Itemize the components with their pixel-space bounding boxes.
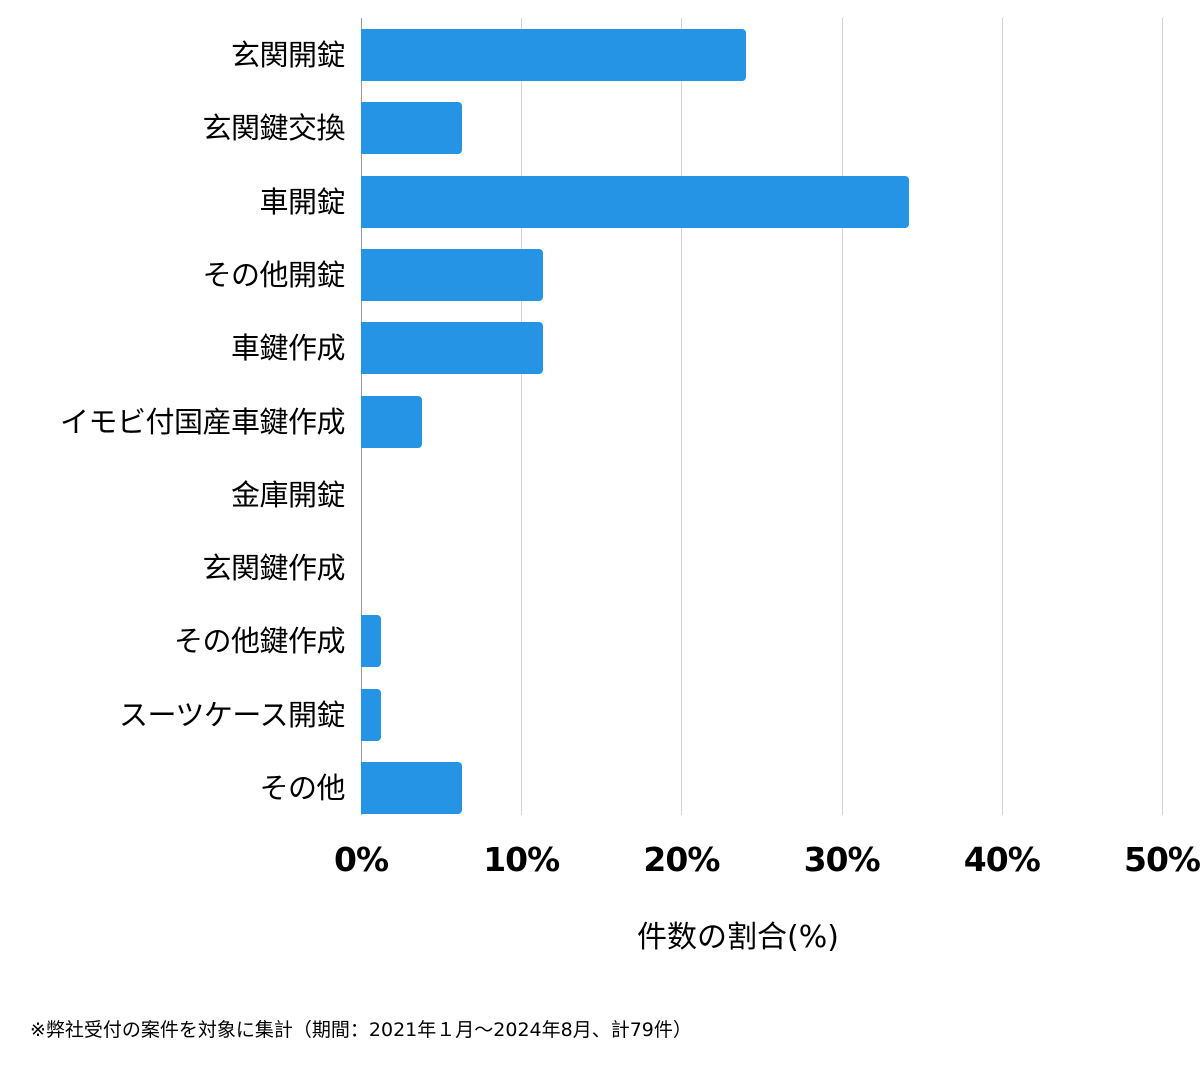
gridline — [1001, 18, 1003, 815]
x-tick-label: 10% — [483, 840, 560, 879]
bar — [361, 322, 544, 375]
category-label: 玄関鍵交換 — [202, 111, 345, 146]
footnote: ※弊社受付の案件を対象に集計（期間：2021年１月〜2024年8月、計79件） — [30, 1019, 692, 1041]
x-tick-label: 0% — [333, 840, 389, 879]
category-label: 車鍵作成 — [230, 331, 346, 366]
bar — [361, 762, 463, 814]
x-tick-label: 30% — [803, 840, 881, 879]
gridline — [1162, 18, 1163, 815]
gridline — [681, 18, 683, 815]
category-label: 玄関開錠 — [230, 38, 346, 72]
gridline — [841, 18, 843, 815]
category-label: その他開錠 — [202, 257, 345, 292]
bar — [361, 688, 382, 741]
bar — [361, 29, 747, 81]
x-tick-label: 20% — [643, 840, 720, 879]
category-label: その他鍵作成 — [173, 624, 346, 659]
gridline — [521, 18, 523, 815]
bar — [361, 248, 544, 301]
category-label: 玄関鍵作成 — [202, 551, 345, 586]
bar — [361, 175, 909, 228]
x-tick-label: 40% — [963, 840, 1041, 879]
bar — [361, 615, 382, 668]
bar — [361, 102, 463, 155]
category-label: 金庫開錠 — [230, 477, 346, 512]
category-label: スーツケース開錠 — [119, 697, 345, 732]
x-axis-title: 件数の割合(%) — [637, 920, 839, 955]
category-label: その他 — [259, 771, 345, 805]
x-tick-label: 50% — [1124, 840, 1200, 879]
category-label: イモビ付国産車鍵作成 — [59, 404, 346, 439]
bar — [361, 395, 422, 448]
category-label: 車開錠 — [259, 184, 345, 219]
